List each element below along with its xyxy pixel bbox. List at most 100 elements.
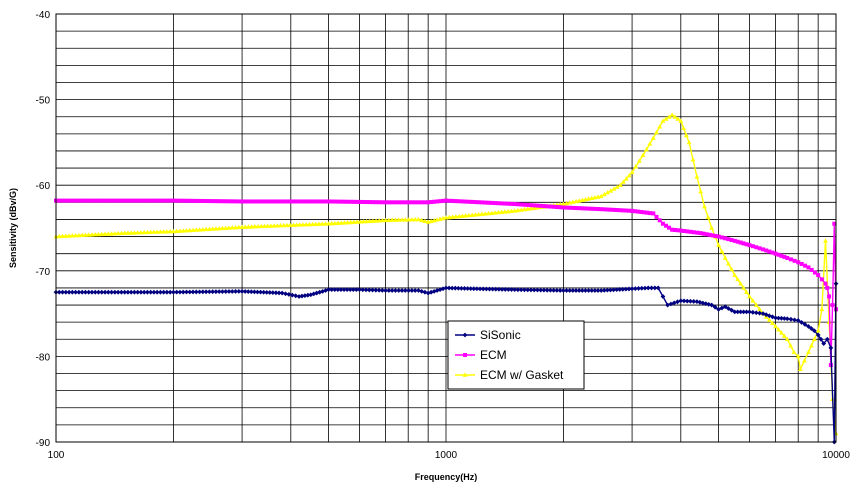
data-point	[620, 208, 625, 213]
data-point	[599, 207, 604, 212]
data-point	[473, 212, 478, 217]
data-point	[99, 198, 104, 203]
data-point	[806, 265, 811, 270]
data-point	[747, 293, 752, 299]
data-point	[164, 289, 170, 295]
data-point	[710, 233, 715, 238]
data-point	[741, 241, 746, 246]
data-point	[483, 286, 489, 292]
data-point	[210, 199, 215, 204]
data-point	[223, 225, 229, 230]
data-point	[326, 199, 331, 204]
data-point	[660, 118, 666, 123]
data-point	[432, 199, 437, 204]
data-point	[119, 198, 124, 203]
data-point	[617, 287, 623, 292]
data-point	[213, 199, 218, 204]
data-point	[812, 270, 817, 275]
y-axis-title: Sensitivity (dBv/G)	[8, 188, 18, 268]
data-point	[492, 210, 498, 215]
data-point	[336, 199, 341, 204]
data-point	[799, 261, 804, 266]
data-point	[732, 272, 738, 277]
data-point	[440, 286, 446, 292]
data-point	[174, 289, 180, 295]
data-point	[416, 200, 421, 205]
legend-item: ECM w/ Gasket	[455, 368, 564, 382]
legend: SiSonic ECM ECM w/ Gasket	[447, 320, 585, 390]
data-point	[267, 290, 273, 295]
data-point	[69, 233, 75, 238]
data-point	[158, 198, 163, 203]
data-point	[647, 141, 653, 146]
data-point	[750, 244, 755, 249]
data-point	[184, 289, 189, 295]
data-point	[125, 289, 131, 295]
data-point	[56, 289, 62, 295]
data-point	[456, 213, 462, 219]
data-point	[446, 214, 452, 220]
data-point	[308, 292, 314, 298]
data-point	[326, 287, 331, 293]
data-point	[519, 202, 524, 207]
data-point	[429, 200, 434, 205]
data-point	[248, 289, 254, 295]
data-point	[691, 299, 697, 304]
data-point	[753, 302, 759, 307]
data-point	[640, 152, 646, 158]
data-point	[463, 213, 469, 218]
data-point	[468, 286, 474, 292]
data-point	[729, 307, 734, 313]
data-point	[617, 208, 622, 213]
data-point	[620, 179, 626, 184]
data-point	[466, 199, 471, 204]
data-point	[406, 217, 412, 222]
data-point	[367, 218, 373, 224]
data-point	[623, 286, 629, 292]
data-point	[531, 287, 537, 293]
data-point	[453, 214, 459, 219]
data-point	[233, 199, 238, 204]
data-point	[487, 286, 492, 292]
data-point	[695, 230, 700, 235]
data-point	[383, 288, 388, 293]
data-point	[577, 206, 582, 211]
data-point	[729, 266, 734, 272]
data-point	[453, 199, 458, 204]
data-point	[284, 222, 290, 228]
data-point	[747, 243, 752, 248]
data-point	[409, 217, 415, 222]
data-point	[548, 204, 553, 209]
data-point	[138, 229, 144, 235]
data-point	[809, 267, 814, 272]
legend-item: ECM	[455, 348, 507, 362]
data-point	[611, 186, 617, 191]
data-point	[782, 254, 787, 259]
data-point	[357, 287, 362, 293]
data-point	[112, 289, 118, 295]
data-point	[669, 112, 675, 117]
data-point	[419, 288, 425, 294]
data-point	[154, 229, 160, 234]
data-point	[644, 146, 649, 152]
data-point	[767, 249, 772, 254]
data-point	[187, 289, 193, 295]
data-point	[744, 289, 749, 294]
data-point	[187, 227, 193, 233]
data-point	[251, 289, 257, 295]
data-point	[532, 203, 537, 208]
data-point	[332, 199, 337, 204]
data-point	[193, 227, 199, 232]
data-point	[289, 292, 295, 298]
data-point	[636, 286, 641, 291]
data-point	[259, 199, 264, 204]
data-point	[364, 218, 369, 224]
data-point	[158, 229, 163, 234]
data-point	[654, 214, 659, 219]
data-point	[86, 232, 92, 237]
data-point	[274, 223, 280, 228]
data-point	[797, 366, 803, 372]
data-point	[462, 286, 467, 291]
data-point	[252, 224, 258, 229]
data-point	[595, 288, 601, 293]
